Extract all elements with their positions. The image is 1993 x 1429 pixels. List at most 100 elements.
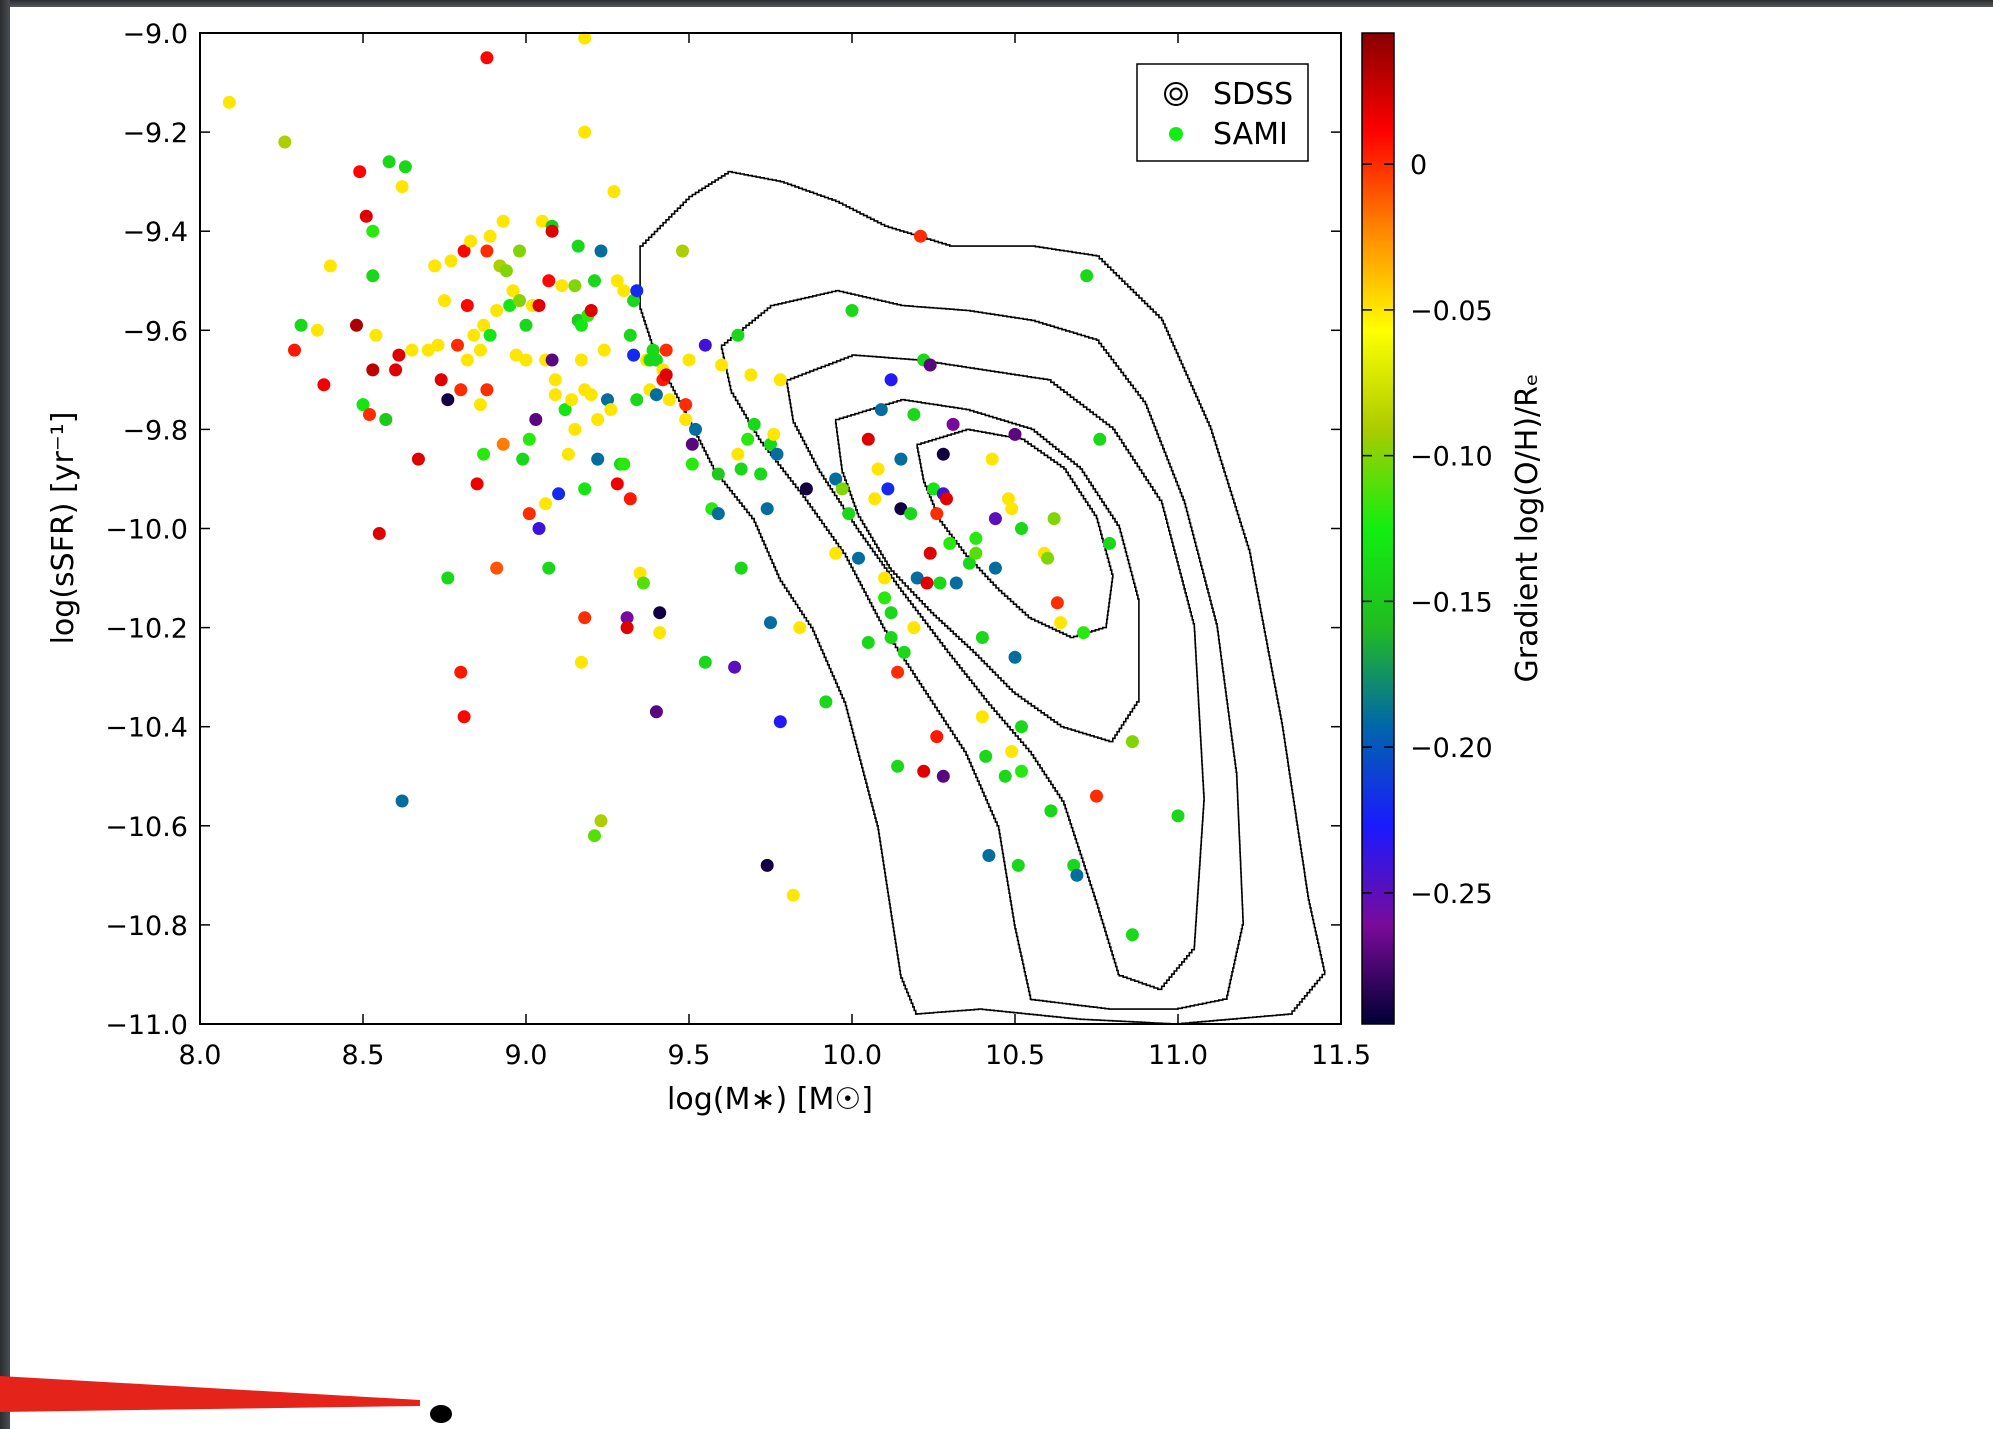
sami-data-point: [982, 849, 996, 862]
sami-data-point: [969, 531, 983, 545]
sami-data-point: [568, 279, 582, 293]
sami-data-point: [910, 571, 924, 585]
sami-data-point: [594, 814, 608, 828]
sami-data-point: [682, 353, 696, 367]
sami-data-point: [793, 621, 807, 635]
decorative-black-dot: [430, 1405, 452, 1423]
sami-data-point: [914, 229, 927, 243]
sami-data-point: [620, 621, 634, 635]
sami-data-point: [369, 328, 383, 342]
sami-data-point: [1015, 764, 1028, 778]
sami-data-point: [542, 274, 556, 288]
y-tick-label: −10.4: [105, 713, 188, 744]
x-tick-label: 8.0: [179, 1040, 222, 1071]
sami-data-point: [552, 487, 566, 501]
sami-data-point: [509, 348, 523, 362]
sami-data-point: [1067, 858, 1081, 872]
sami-data-point: [470, 477, 484, 491]
x-tick-label: 11.5: [1311, 1040, 1371, 1071]
x-axis-ticks: 8.0 8.5 9.0 9.5 10.0 10.5 11.0 11.5: [179, 33, 1371, 1071]
x-tick-label: 10.0: [822, 1040, 882, 1071]
sami-data-point: [591, 413, 605, 426]
sami-data-point: [444, 254, 458, 268]
sami-data-point: [907, 621, 921, 635]
sami-data-point: [933, 576, 947, 590]
plot-frame: [199, 32, 1342, 1025]
sami-data-point: [734, 561, 748, 575]
sami-data-point: [979, 749, 993, 763]
sami-data-point: [659, 343, 673, 357]
sami-data-point: [411, 452, 425, 466]
sami-data-point: [601, 393, 614, 407]
sami-data-point: [516, 452, 530, 466]
sami-data-point: [884, 373, 898, 387]
sami-data-point: [1041, 551, 1055, 565]
sami-data-point: [760, 858, 774, 872]
sdss-contour-level: [639, 170, 1326, 1024]
sami-data-point: [744, 368, 758, 382]
sami-data-point: [627, 294, 641, 308]
sami-data-point: [943, 536, 957, 550]
sami-data-point: [728, 660, 742, 674]
y-tick-label: −9.6: [122, 316, 188, 347]
sami-data-point: [731, 447, 745, 461]
legend-box: [1136, 63, 1309, 162]
sami-data-point: [1015, 522, 1028, 535]
sami-data-point: [734, 462, 748, 476]
sami-data-point: [532, 522, 546, 535]
sami-data-point: [649, 705, 663, 719]
sami-data-point: [969, 546, 983, 560]
sami-data-point: [438, 294, 451, 308]
sami-data-point: [480, 51, 494, 65]
sami-data-point: [441, 571, 455, 585]
colorbar: [1361, 32, 1395, 1025]
y-tick-label: −9.0: [122, 19, 188, 50]
sami-data-point: [731, 328, 745, 342]
sami-data-point: [1054, 616, 1068, 630]
sami-data-point: [627, 348, 641, 362]
sami-data-point: [1103, 536, 1116, 550]
sami-data-point: [1080, 269, 1094, 283]
sami-data-point: [747, 417, 761, 431]
sami-data-point: [434, 373, 448, 387]
sami-data-point: [578, 31, 592, 45]
sami-data-point: [372, 527, 386, 540]
sami-data-point: [1015, 720, 1028, 734]
sami-data-point: [1044, 804, 1058, 818]
sami-data-point: [588, 829, 601, 843]
sami-data-point: [428, 259, 442, 273]
legend-sdss-marker: [1164, 82, 1188, 106]
sami-data-point: [894, 452, 908, 466]
sami-data-point: [741, 432, 755, 446]
y-tick-label: −10.2: [105, 614, 188, 645]
sami-data-point: [946, 417, 960, 431]
sami-data-point: [480, 383, 494, 397]
sami-data-point: [594, 244, 608, 258]
sami-data-point: [310, 323, 324, 337]
sami-data-point: [891, 759, 905, 773]
sami-data-point: [884, 606, 898, 620]
sami-data-point: [503, 299, 517, 312]
sami-data-point: [676, 244, 689, 258]
sami-data-point: [711, 507, 725, 521]
sami-data-point: [535, 214, 549, 228]
sami-data-point: [539, 497, 553, 511]
colorbar-tick-label: 0: [1410, 150, 1427, 181]
sami-data-point: [532, 299, 546, 312]
sami-data-point: [819, 695, 833, 709]
colorbar-tick-label: −0.10: [1410, 442, 1493, 473]
sami-data-point: [988, 512, 1002, 526]
sami-data-point: [940, 492, 953, 506]
sami-data-point: [894, 502, 908, 516]
sami-data-point: [646, 343, 660, 357]
sami-data-point: [679, 413, 693, 426]
sami-data-point: [962, 556, 976, 570]
sami-data-point: [617, 284, 631, 298]
sami-data-point: [754, 467, 768, 481]
sami-data-point: [574, 353, 588, 367]
sami-data-point: [662, 393, 676, 407]
sami-data-point: [842, 507, 856, 521]
sami-data-point: [561, 447, 575, 461]
sdss-contour-level: [834, 398, 1140, 743]
sami-data-point: [513, 294, 526, 308]
